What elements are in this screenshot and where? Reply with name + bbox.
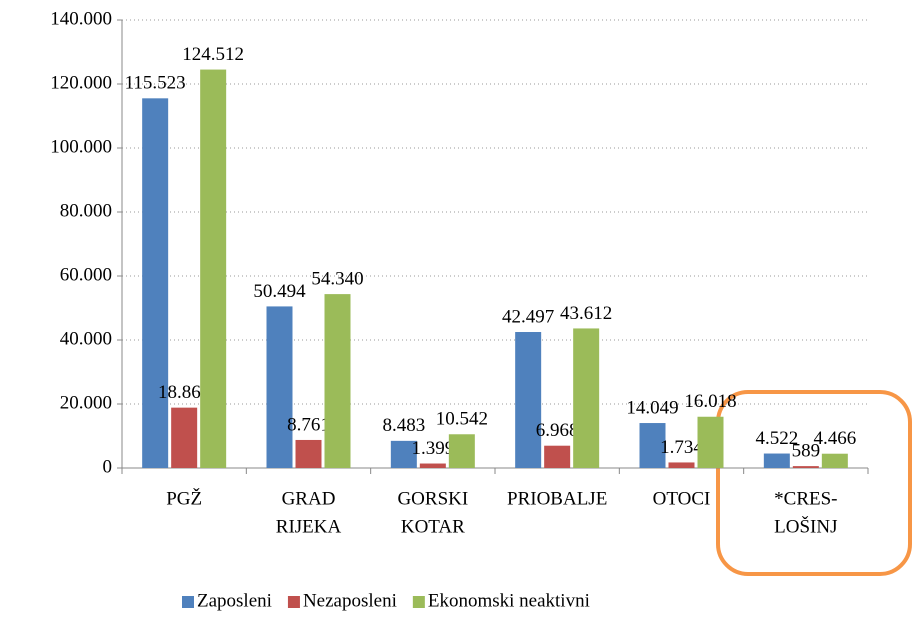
bar <box>697 416 724 468</box>
legend-swatch <box>182 596 194 608</box>
x-tick-label: PGŽ <box>166 487 202 509</box>
y-tick-label: 20.000 <box>60 392 112 413</box>
x-tick-label: GORSKI <box>397 488 468 509</box>
legend-label: Nezaposleni <box>303 590 397 611</box>
data-label: 1.734 <box>660 437 703 458</box>
data-label: 4.466 <box>813 428 856 449</box>
y-tick-label: 120.000 <box>50 72 112 93</box>
data-label: 16.018 <box>684 391 736 412</box>
bar <box>763 453 790 468</box>
y-tick-label: 140.000 <box>50 8 112 29</box>
data-label: 589 <box>792 440 821 461</box>
bar <box>544 445 571 468</box>
x-tick-label: *CRES- <box>774 488 837 509</box>
y-tick-label: 0 <box>103 456 113 477</box>
data-label: 54.340 <box>311 268 363 289</box>
data-label: 124.512 <box>182 44 244 65</box>
x-tick-label: LOŠINJ <box>774 515 837 537</box>
y-tick-label: 80.000 <box>60 200 112 221</box>
data-label: 18.862 <box>158 382 210 403</box>
bar <box>324 294 351 468</box>
x-tick-label: RIJEKA <box>276 516 342 537</box>
data-label: 1.399 <box>411 438 454 459</box>
bar <box>821 453 848 468</box>
data-label: 43.612 <box>560 303 612 324</box>
x-tick-label: KOTAR <box>401 516 465 537</box>
bar <box>295 439 322 468</box>
data-label: 115.523 <box>125 73 186 94</box>
legend-swatch <box>287 596 300 608</box>
x-tick-label: PRIOBALJE <box>507 488 607 509</box>
bar <box>390 440 417 468</box>
bar <box>639 423 666 468</box>
bar <box>515 332 542 468</box>
bar <box>142 98 169 468</box>
bar <box>266 306 293 468</box>
bar <box>171 407 198 468</box>
bar <box>419 463 446 468</box>
data-label: 42.497 <box>502 306 554 327</box>
bar <box>792 466 819 468</box>
data-label: 10.542 <box>436 409 488 430</box>
legend-swatch <box>412 596 425 608</box>
x-tick-label: GRAD <box>282 488 336 509</box>
data-label: 14.049 <box>626 397 678 418</box>
data-label: 50.494 <box>253 281 306 302</box>
legend-label: Ekonomski neaktivni <box>428 590 590 611</box>
bar <box>448 434 475 468</box>
bar <box>200 69 227 469</box>
bar <box>573 328 600 468</box>
legend-label: Zaposleni <box>197 590 272 611</box>
bar <box>668 462 695 468</box>
y-tick-label: 100.000 <box>50 136 112 157</box>
data-label: 8.483 <box>382 415 425 436</box>
y-tick-label: 60.000 <box>60 264 112 285</box>
highlight-box <box>716 390 912 576</box>
x-tick-label: OTOCI <box>653 488 711 509</box>
data-label: 6.968 <box>536 420 579 441</box>
data-label: 8.761 <box>287 414 330 435</box>
y-tick-label: 40.000 <box>60 328 112 349</box>
data-label: 4.522 <box>755 428 798 449</box>
